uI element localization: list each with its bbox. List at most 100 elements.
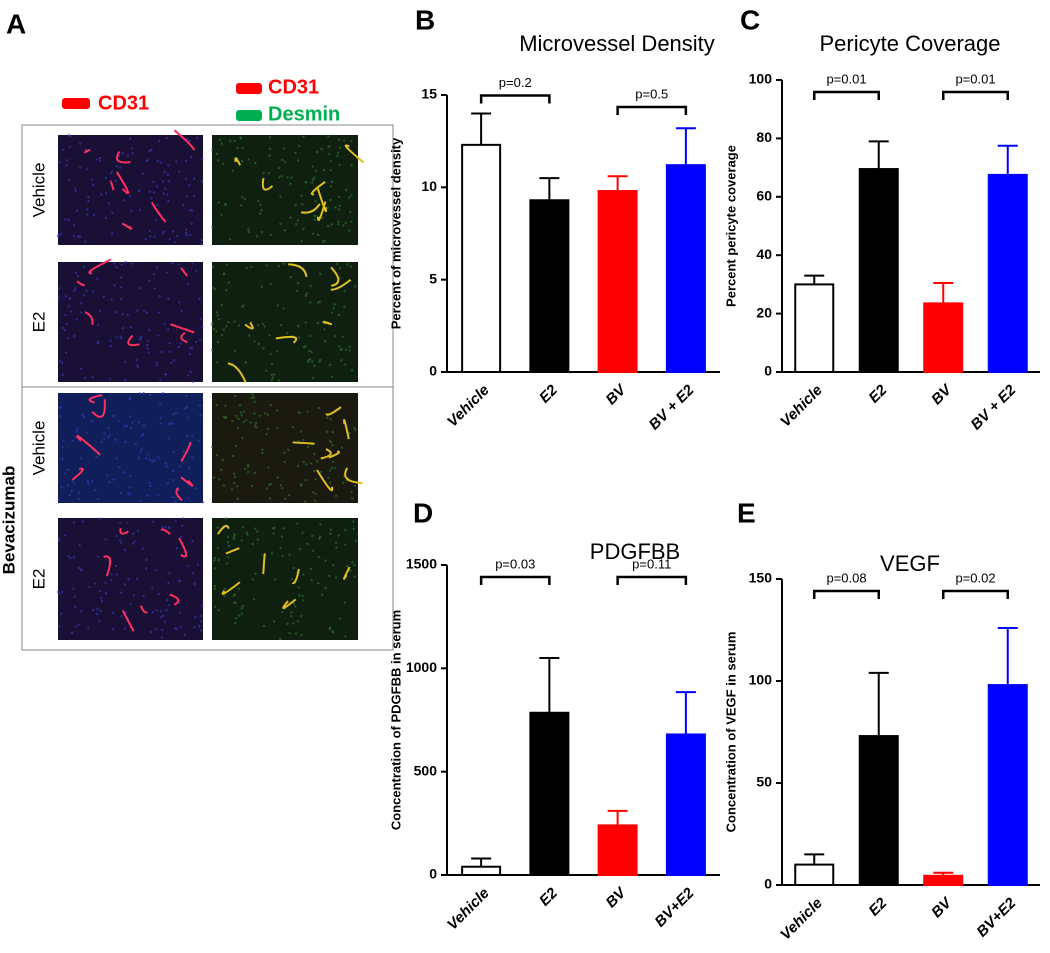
texture [313, 176, 316, 179]
chart-title: Microvessel Density [519, 31, 715, 56]
texture [350, 194, 353, 197]
texture [241, 146, 244, 150]
texture [183, 633, 186, 637]
row-label: E2 [29, 312, 48, 333]
texture [159, 402, 162, 405]
texture [138, 189, 141, 192]
vessel [71, 467, 84, 481]
texture [233, 472, 236, 475]
texture [325, 430, 329, 433]
texture [280, 486, 284, 490]
texture [67, 305, 70, 308]
texture [179, 625, 182, 629]
texture [69, 134, 72, 138]
texture [351, 561, 354, 564]
texture [74, 271, 77, 274]
texture [229, 139, 232, 142]
vessel [261, 177, 274, 191]
texture [302, 573, 305, 576]
texture [252, 395, 255, 399]
texture [144, 237, 147, 241]
texture [115, 534, 118, 538]
texture [139, 336, 143, 340]
texture [155, 185, 159, 188]
significance-bracket [479, 575, 551, 585]
texture [112, 414, 116, 417]
y-tick-label: 500 [414, 762, 438, 778]
texture [171, 469, 175, 473]
micrograph [58, 262, 203, 382]
texture [195, 269, 198, 272]
texture [213, 584, 217, 588]
texture [161, 391, 165, 395]
texture [250, 265, 253, 269]
texture [314, 492, 317, 495]
texture [240, 204, 243, 207]
legend-label: CD31 [268, 76, 319, 98]
texture [74, 287, 77, 290]
vessel [343, 419, 350, 440]
texture [128, 397, 132, 401]
texture [186, 565, 189, 568]
texture [184, 228, 188, 231]
vessel [169, 593, 180, 606]
texture [173, 240, 177, 244]
texture [150, 460, 154, 463]
texture [78, 544, 81, 547]
texture [352, 520, 355, 523]
texture [226, 535, 230, 539]
texture [340, 446, 344, 450]
y-tick-label: 60 [756, 188, 772, 204]
texture [120, 297, 123, 301]
texture [153, 287, 156, 290]
texture [186, 374, 190, 377]
texture [142, 424, 146, 427]
texture [96, 555, 100, 558]
texture [263, 412, 267, 415]
texture [172, 450, 176, 454]
texture [200, 629, 203, 632]
texture [98, 159, 102, 163]
texture [187, 497, 190, 500]
vessel [320, 448, 332, 460]
texture [231, 419, 234, 423]
error-bar [607, 809, 628, 826]
texture [58, 406, 61, 410]
texture [184, 159, 188, 163]
texture [126, 154, 130, 157]
vessel [170, 323, 195, 334]
texture [333, 467, 337, 470]
texture [270, 552, 274, 555]
texture [139, 450, 143, 454]
texture [149, 235, 152, 238]
texture [57, 234, 60, 237]
texture [115, 266, 118, 269]
texture [233, 593, 236, 596]
bar [597, 190, 638, 373]
texture [165, 271, 168, 274]
texture [212, 559, 216, 562]
vessel [88, 258, 112, 275]
texture [350, 220, 353, 223]
texture [231, 169, 234, 172]
texture [186, 137, 189, 141]
texture [72, 521, 75, 524]
legend-label: Desmin [268, 103, 340, 125]
texture [166, 173, 169, 177]
texture [141, 433, 145, 436]
texture [174, 519, 177, 522]
texture [100, 600, 104, 603]
texture [303, 500, 307, 503]
error-bar [804, 853, 825, 865]
texture [110, 573, 113, 576]
y-tick-label: 15 [421, 86, 437, 102]
texture [328, 469, 332, 472]
texture [250, 396, 254, 399]
texture [329, 160, 332, 163]
texture [348, 229, 351, 232]
texture [311, 232, 315, 235]
y-tick-label: 150 [749, 570, 773, 586]
bar [923, 302, 964, 374]
texture [227, 281, 230, 284]
texture [301, 531, 304, 534]
